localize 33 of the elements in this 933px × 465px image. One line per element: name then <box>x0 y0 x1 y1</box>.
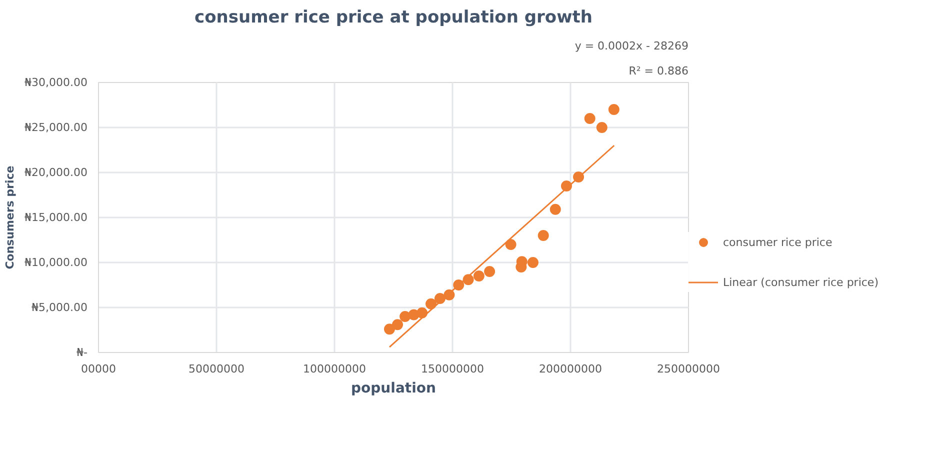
point <box>392 319 404 330</box>
point <box>596 122 608 133</box>
point <box>400 311 411 322</box>
x-tick-label: 150000000 <box>421 362 484 376</box>
x-tick-label: 250000000 <box>657 362 720 376</box>
x-tick-label: 200000000 <box>539 362 602 376</box>
point <box>484 266 496 277</box>
y-tick-label: ₦15,000.00 <box>24 211 88 224</box>
x-tick-label: 50000000 <box>188 362 245 376</box>
y-tick-label: ₦10,000.00 <box>24 256 88 269</box>
x-tick-label: 00000 <box>81 362 116 376</box>
y-tick-label: ₦25,000.00 <box>24 121 88 134</box>
point <box>384 324 395 335</box>
point <box>584 113 596 124</box>
point <box>550 204 561 215</box>
y-tick-label: ₦- <box>76 346 88 359</box>
y-tick-label: ₦5,000.00 <box>32 301 88 314</box>
legend-label: Linear (consumer rice price) <box>723 276 878 288</box>
point <box>527 257 538 268</box>
text: y = 0.0002x - 28269 <box>574 40 689 52</box>
y-tick-label: ₦20,000.00 <box>24 166 88 179</box>
y-axis-title: Consumers price <box>4 166 17 270</box>
legend-label: consumer rice price <box>723 236 832 248</box>
point <box>608 104 620 115</box>
point <box>473 270 484 282</box>
point <box>505 239 516 250</box>
x-axis-title: population <box>351 380 436 396</box>
y-tick-label: ₦30,000.00 <box>24 76 88 89</box>
text: R² = 0.886 <box>628 64 689 78</box>
x-tick-label: 100000000 <box>303 362 366 376</box>
point <box>538 230 549 241</box>
chart-title: consumer rice price at population growth <box>194 8 593 28</box>
point <box>426 298 437 310</box>
